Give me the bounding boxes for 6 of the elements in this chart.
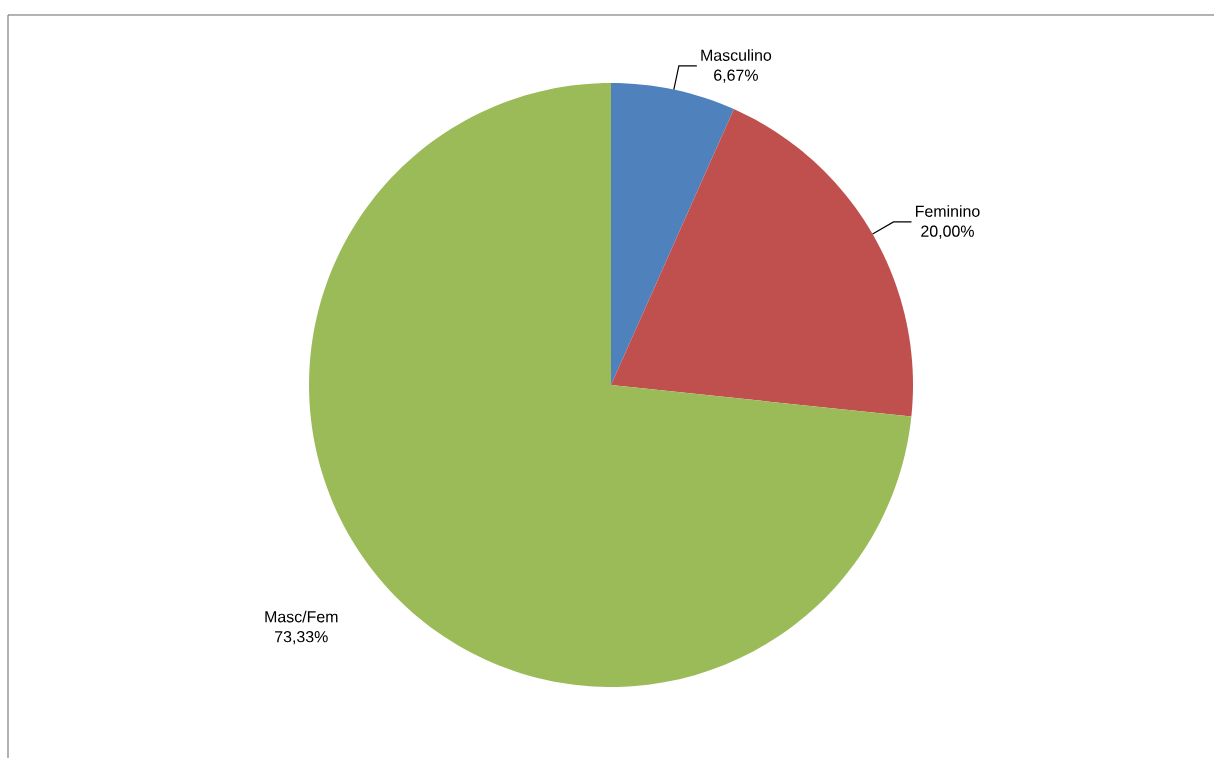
slice-label: Masculino <box>701 49 772 61</box>
data-label: 73,33% <box>275 631 328 645</box>
slice-label: Feminino <box>916 205 980 217</box>
slice-label: Masc/Fem <box>265 610 338 623</box>
data-label: 6,67% <box>714 69 758 83</box>
data-label: 20,00% <box>921 225 974 239</box>
